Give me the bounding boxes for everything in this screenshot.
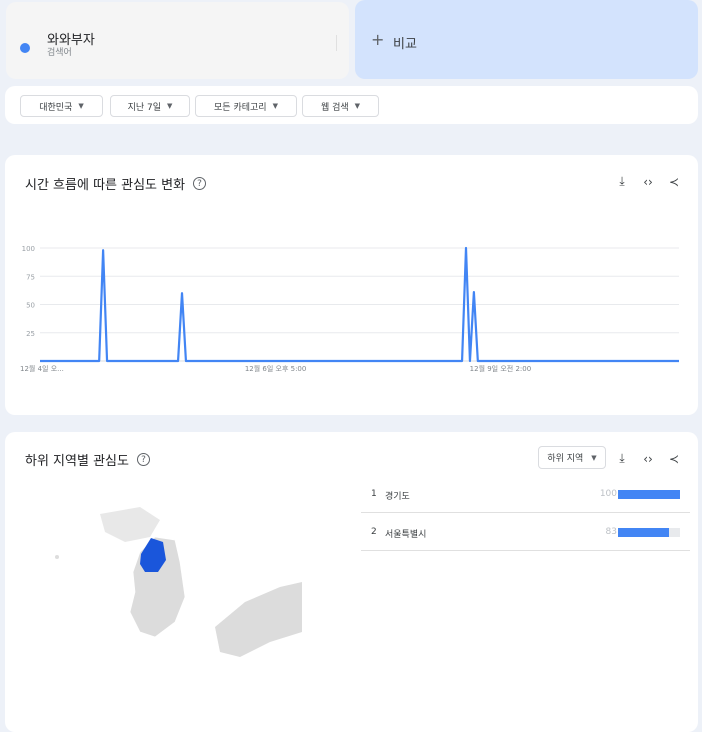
value-bar-fill	[618, 528, 670, 537]
embed-icon[interactable]: ‹›	[643, 451, 653, 466]
region-filter[interactable]: 대한민국 ▼	[20, 95, 103, 117]
series-line	[40, 246, 679, 363]
region-row[interactable]: 1 경기도 100	[361, 475, 690, 513]
map-japan	[215, 582, 302, 657]
share-icon[interactable]: ≺	[668, 451, 680, 466]
x-tick-label: 12월 6일 오후 5:00	[245, 364, 307, 373]
region-name: 서울특별시	[385, 530, 427, 540]
x-tick-label: 12월 9일 오전 2:00	[470, 364, 532, 373]
y-tick-label: 100	[22, 245, 35, 253]
x-tick-label: 12월 4일 오...	[20, 364, 64, 373]
y-tick-label: 50	[26, 302, 35, 310]
value-bar	[618, 528, 680, 537]
y-tick-label: 75	[26, 273, 35, 281]
time-filter[interactable]: 지난 7일 ▼	[110, 95, 190, 117]
download-icon[interactable]: ⤓	[619, 451, 625, 465]
map-gyeonggi	[140, 538, 166, 572]
term-color-dot	[20, 43, 30, 53]
region-row[interactable]: 2 서울특별시 83	[361, 513, 690, 551]
filter-label: 모든 카테고리	[214, 102, 267, 113]
region-value: 83	[605, 527, 617, 537]
caret-down-icon: ▼	[167, 102, 173, 110]
embed-icon[interactable]: ‹›	[643, 174, 653, 189]
divider	[336, 35, 337, 51]
select-label: 하위 지역	[547, 454, 584, 464]
caret-down-icon: ▼	[591, 453, 597, 462]
rank: 2	[371, 527, 377, 537]
caret-down-icon: ▼	[354, 102, 361, 110]
region-name: 경기도	[385, 492, 410, 502]
map-north	[100, 507, 160, 542]
compare-button[interactable]: + 비교	[355, 0, 698, 79]
interest-by-region-panel: 하위 지역별 관심도? 하위 지역 ▼ ⤓ ‹› ≺ 1 경기도 100 2 서울…	[5, 432, 698, 732]
filter-label: 지난 7일	[127, 102, 162, 113]
caret-down-icon: ▼	[272, 102, 278, 110]
line-chart: 100 75 50 25 12월 4일 오... 12월 6일 오후 5:00 12월 9일…	[20, 245, 679, 373]
search-type-filter[interactable]: 웹 검색 ▼	[302, 95, 379, 117]
search-term-card[interactable]: 와와부자 검색어	[6, 2, 349, 79]
panel-title: 하위 지역별 관심도	[25, 454, 129, 469]
term-name: 와와부자	[47, 33, 95, 48]
compare-label: 비교	[393, 37, 417, 52]
filter-label: 대한민국	[39, 102, 73, 113]
category-filter[interactable]: 모든 카테고리 ▼	[195, 95, 297, 117]
plus-icon: +	[371, 30, 385, 49]
share-icon[interactable]: ≺	[668, 174, 680, 189]
panel-title: 시간 흐름에 따른 관심도 변화	[25, 178, 186, 193]
caret-down-icon: ▼	[78, 102, 84, 110]
value-bar	[618, 490, 680, 499]
term-type: 검색어	[47, 48, 72, 58]
value-bar-fill	[618, 490, 680, 499]
region-map	[55, 507, 302, 657]
download-icon[interactable]: ⤓	[619, 174, 625, 188]
region-level-select[interactable]: 하위 지역 ▼	[538, 446, 606, 469]
help-icon[interactable]: ?	[136, 453, 150, 466]
filter-bar: 대한민국 ▼ 지난 7일 ▼ 모든 카테고리 ▼ 웹 검색 ▼	[5, 86, 698, 124]
help-icon[interactable]: ?	[193, 177, 207, 190]
y-tick-label: 25	[26, 330, 35, 338]
filter-label: 웹 검색	[320, 102, 349, 113]
interest-over-time-panel: 시간 흐름에 따른 관심도 변화? ⤓ ‹› ≺ 100 75 50 25 12월 4일…	[5, 155, 698, 415]
region-value: 100	[599, 489, 617, 499]
rank: 1	[371, 489, 377, 499]
